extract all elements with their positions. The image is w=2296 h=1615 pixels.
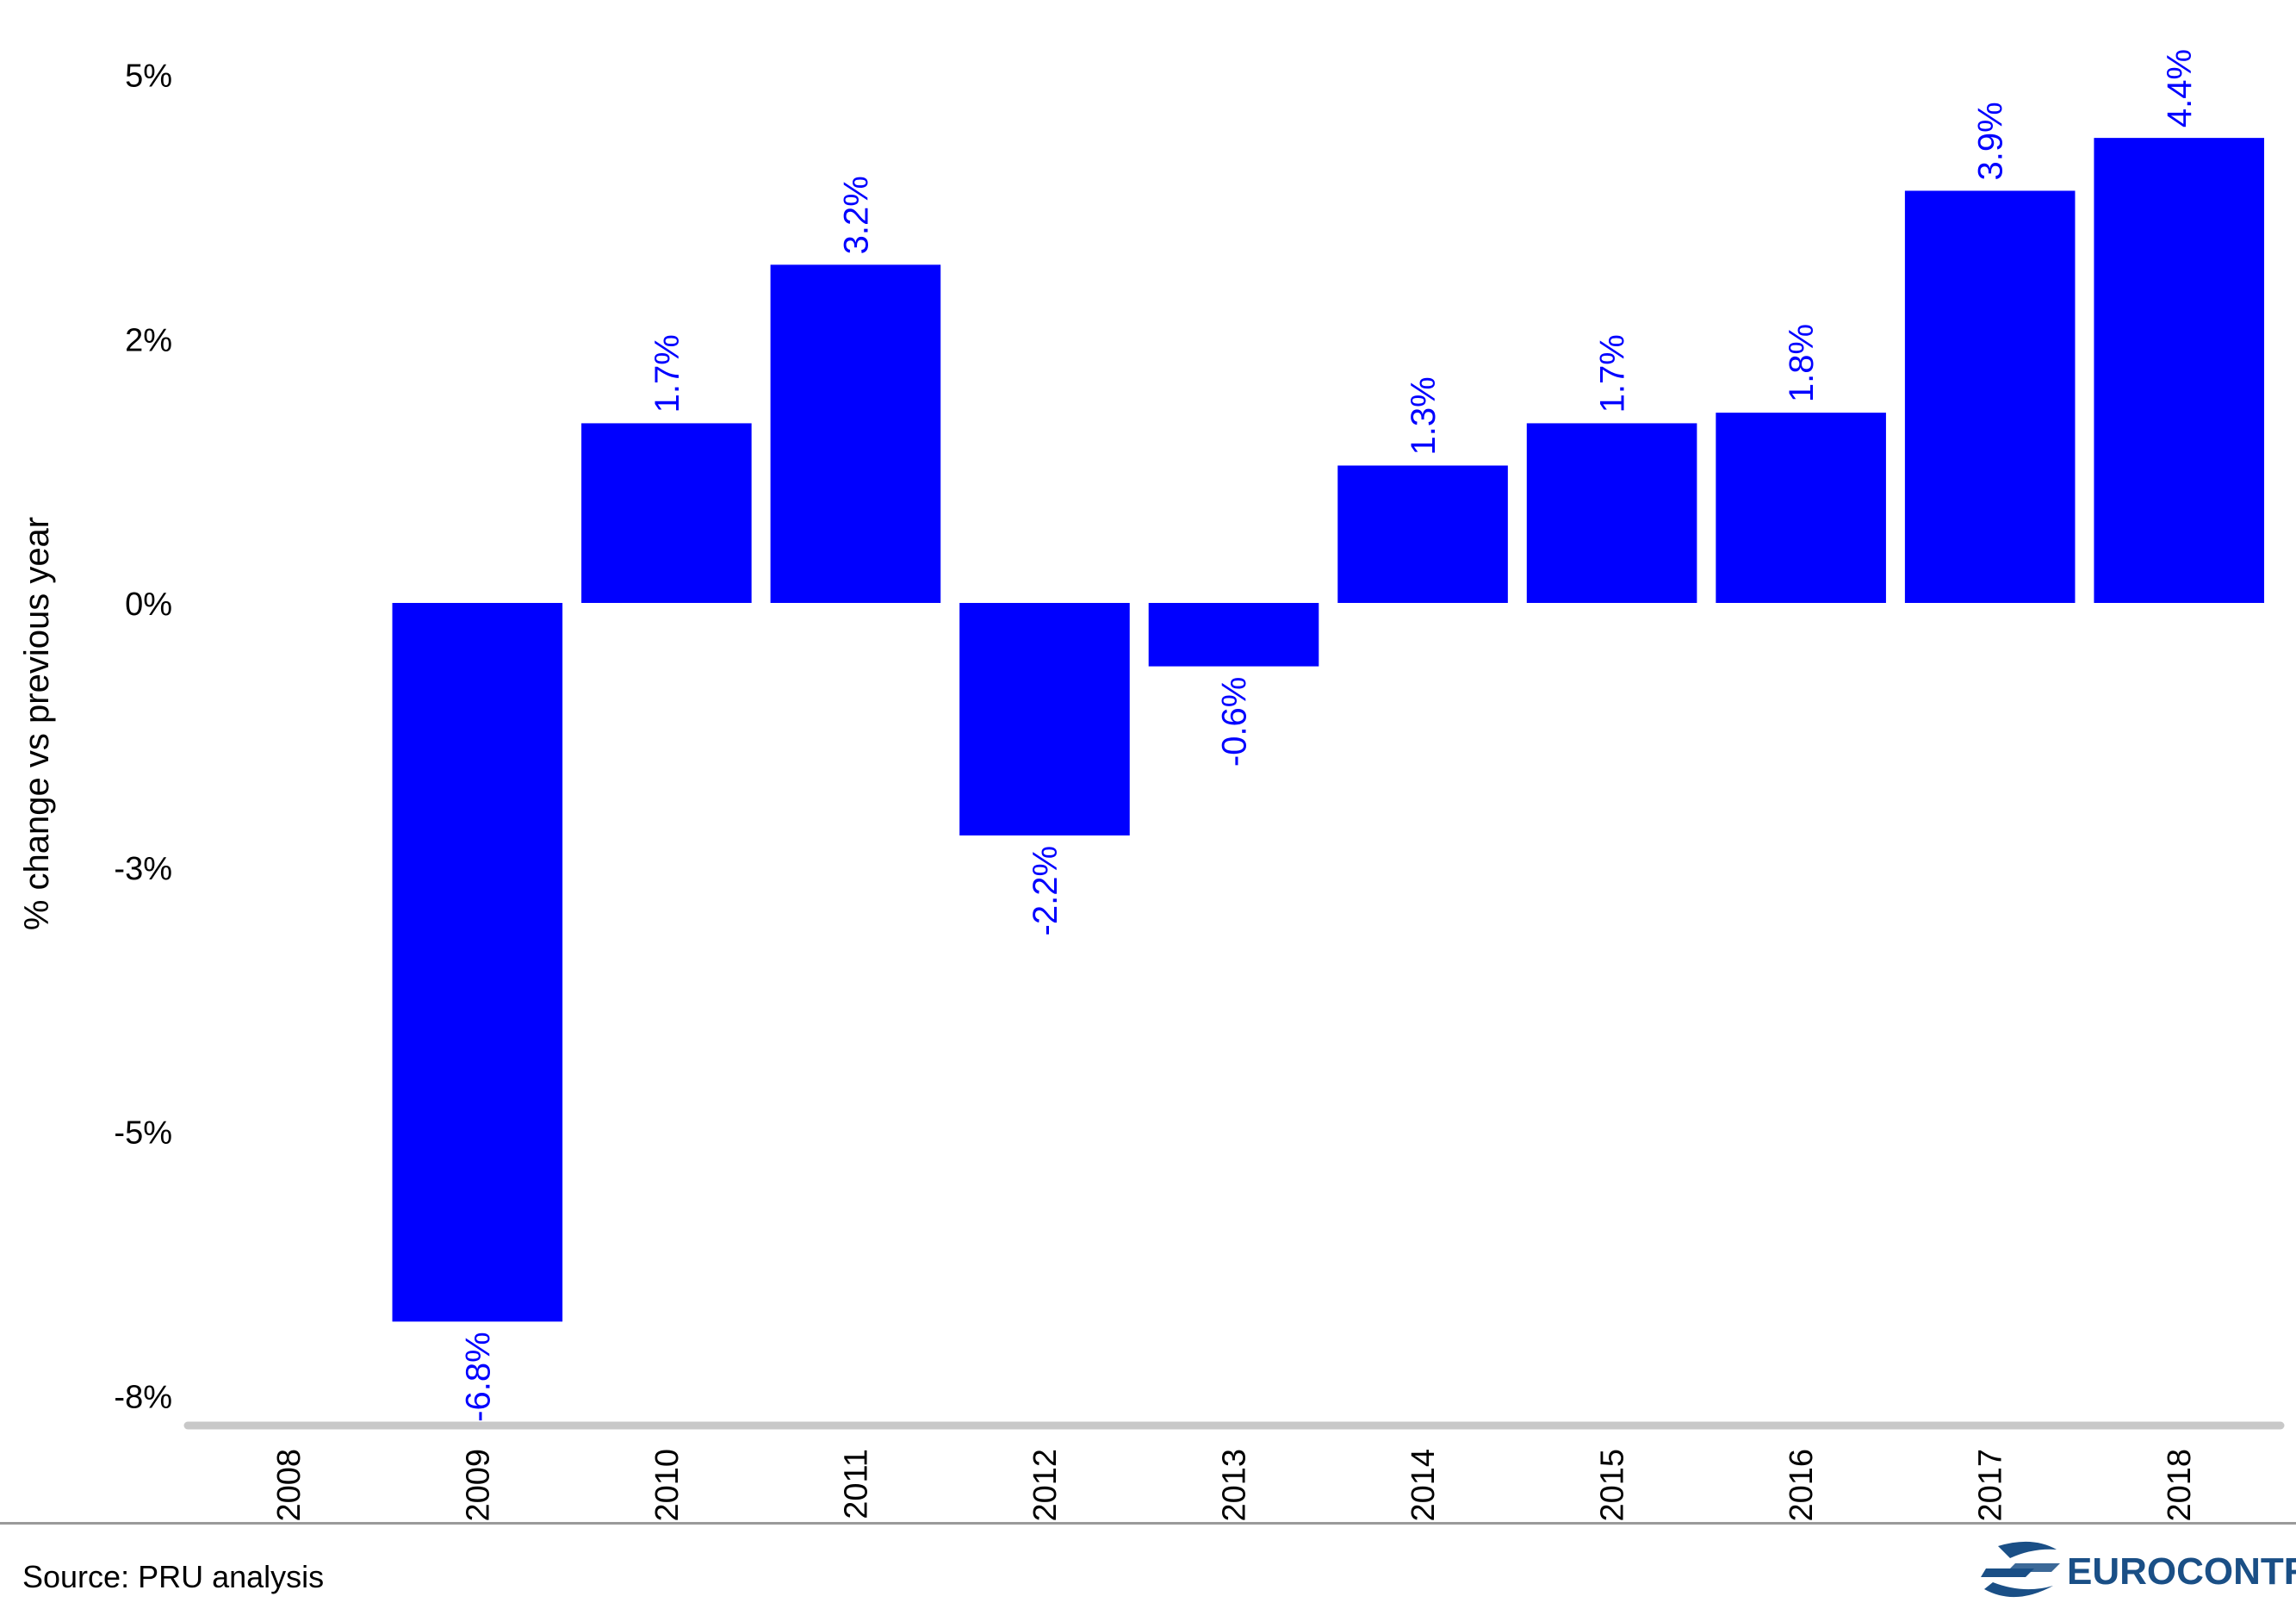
bar-2012 (959, 603, 1130, 835)
bar-2017 (1904, 190, 2076, 603)
y-tick-label: 0% (125, 587, 172, 623)
x-tick-label: 2016 (1784, 1449, 1820, 1520)
bar-2010 (581, 423, 752, 603)
bar-2014 (1337, 465, 1508, 603)
x-tick-label: 2017 (1973, 1449, 2009, 1520)
data-label-2016: 1.8% (1783, 324, 1821, 402)
x-tick-label: 2014 (1406, 1449, 1442, 1520)
eurocontrol-logo-text: EUROCONTROL (2067, 1550, 2296, 1593)
data-label-2013: -0.6% (1216, 677, 1254, 767)
source-note: Source: PRU analysis (22, 1559, 325, 1594)
x-tick-label: 2018 (2162, 1449, 2198, 1520)
y-tick-label: 2% (125, 322, 172, 358)
y-tick-label: -5% (114, 1115, 172, 1152)
chart: % change vs previous year -6.8%1.7%3.2%-… (18, 49, 2285, 1521)
data-label-2012: -2.2% (1027, 846, 1064, 935)
eurocontrol-logo: EUROCONTROL (1981, 1533, 2296, 1611)
x-tick-label: 2009 (460, 1449, 496, 1520)
data-label-2014: 1.3% (1405, 376, 1443, 455)
x-tick-label: 2010 (649, 1449, 686, 1520)
y-tick-label: -8% (114, 1379, 172, 1415)
x-tick-label: 2013 (1217, 1449, 1253, 1520)
bar-2011 (770, 264, 941, 603)
bar-2018 (2094, 138, 2265, 603)
y-tick-label: 5% (125, 59, 172, 95)
y-tick-label: -3% (114, 851, 172, 887)
footer-divider (0, 1522, 2296, 1525)
x-tick-label: 2012 (1027, 1449, 1064, 1520)
bars-layer: -6.8% 1.7% 3.2% -2.2% -0.6% 1.3% 1.7% 1.8% 3.9% 4… (392, 49, 2265, 1422)
bar-2015 (1526, 423, 1697, 603)
ticks-layer: 5% 2% 0% -3% -5% -8% 2008 2009 2010 2011 2012 2013 2… (114, 59, 2198, 1521)
bar-2016 (1716, 413, 1886, 603)
x-tick-label: 2008 (271, 1449, 307, 1520)
data-label-2017: 3.9% (1972, 102, 2010, 180)
data-label-2011: 3.2% (837, 176, 875, 254)
data-label-2010: 1.7% (648, 334, 686, 413)
bar-2009 (392, 603, 563, 1322)
y-axis-label: % change vs previous year (18, 517, 56, 930)
data-label-2015: 1.7% (1594, 334, 1632, 413)
x-tick-label: 2015 (1595, 1449, 1631, 1520)
eurocontrol-logo-icon (1981, 1541, 2060, 1598)
x-tick-label: 2011 (838, 1449, 874, 1519)
data-label-2009: -6.8% (459, 1332, 497, 1422)
bar-2013 (1148, 603, 1319, 667)
data-label-2018: 4.4% (2161, 49, 2199, 127)
